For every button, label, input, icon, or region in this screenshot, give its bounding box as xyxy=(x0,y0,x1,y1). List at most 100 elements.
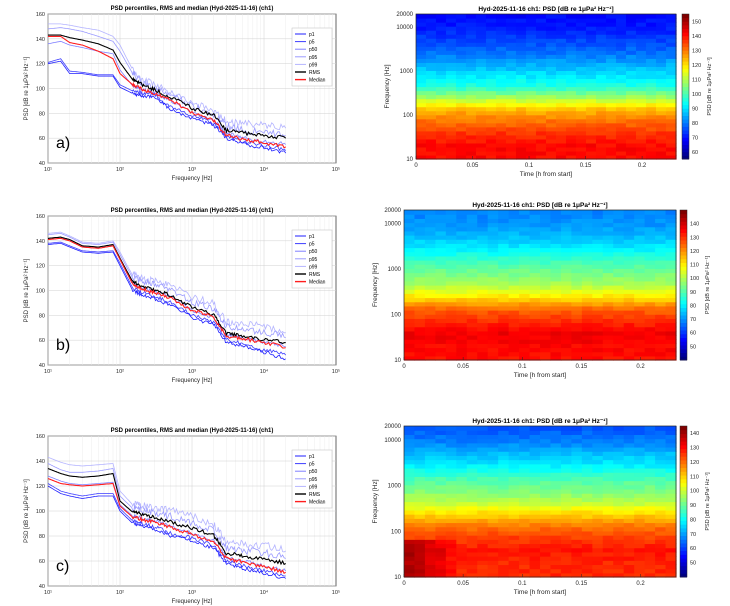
spectrogram-cell xyxy=(602,488,614,494)
spectrogram-cell xyxy=(416,130,427,136)
spectrogram-cell xyxy=(456,493,468,498)
spectrogram-cell xyxy=(487,509,499,515)
x-tick-label: 10⁴ xyxy=(260,589,269,596)
spectrogram-cell xyxy=(435,476,447,482)
spectrogram-cell xyxy=(445,335,457,340)
spectrogram-cell xyxy=(655,272,667,278)
spectrogram-cell xyxy=(613,564,625,570)
y-tick-label: 10000 xyxy=(396,25,413,31)
spectrogram-cell xyxy=(486,98,497,104)
chart-title: PSD percentiles, RMS and median (Hyd-202… xyxy=(111,428,274,434)
spectrogram-cell xyxy=(508,455,520,461)
legend-label: p99 xyxy=(309,62,318,68)
spectrogram-cell xyxy=(550,426,562,431)
spectrogram-cell xyxy=(519,543,531,549)
spectrogram-cell xyxy=(466,335,478,340)
spectrogram-cell xyxy=(477,556,489,561)
spectrogram-cell xyxy=(416,22,427,27)
spectrogram-cell xyxy=(435,501,447,507)
spectrogram-cell xyxy=(613,272,625,278)
spectrogram-cell xyxy=(477,539,489,545)
spectrogram-cell xyxy=(496,38,507,43)
spectrogram-cell xyxy=(446,138,457,144)
spectrogram-cell xyxy=(592,289,604,294)
spectrogram-cell xyxy=(436,62,447,67)
spectrogram-cell xyxy=(571,314,583,319)
spectrogram-cell xyxy=(508,572,520,578)
spectrogram-cell xyxy=(606,74,617,80)
spectrogram-cell xyxy=(550,235,562,240)
spectrogram-cell xyxy=(529,455,541,461)
spectrogram-cell xyxy=(646,22,657,27)
spectrogram-cell xyxy=(536,150,547,156)
spectrogram-cell xyxy=(445,501,457,507)
colorbar-tick-label: 120 xyxy=(692,63,701,69)
spectrogram-cell xyxy=(516,134,527,140)
spectrogram-cell xyxy=(540,535,552,540)
spectrogram-cell xyxy=(560,343,572,349)
spectrogram-cell xyxy=(414,272,426,278)
spectrogram-cell xyxy=(602,264,614,269)
spectrogram-cell xyxy=(445,535,457,540)
spectrogram-cell xyxy=(487,255,499,261)
spectrogram-cell xyxy=(519,210,531,215)
spectrogram-cell xyxy=(576,86,587,92)
spectrogram-cell xyxy=(634,467,646,473)
spectrogram-cell xyxy=(665,222,677,228)
spectrogram-cell xyxy=(636,98,647,104)
spectrogram-cell xyxy=(506,30,517,35)
spectrogram-cell xyxy=(626,38,637,43)
spectrogram-cell xyxy=(586,146,597,152)
spectrogram-cell xyxy=(466,86,477,92)
spectrogram-cell xyxy=(456,505,468,511)
spectrogram-cell xyxy=(477,343,489,349)
spectrogram-cell xyxy=(623,297,635,303)
spectrogram-cell xyxy=(586,62,597,67)
spectrogram-cell xyxy=(426,122,437,128)
spectrogram-cell xyxy=(508,339,520,344)
spectrogram-cell xyxy=(404,426,416,431)
spectrogram-cell xyxy=(623,551,635,557)
spectrogram-cell xyxy=(540,430,552,435)
spectrogram-cell xyxy=(613,280,625,286)
spectrogram-cell xyxy=(576,122,587,128)
spectrogram-cell xyxy=(516,78,527,84)
spectrogram-cell xyxy=(665,455,677,461)
spectrogram-cell xyxy=(456,154,467,160)
spectrogram-cell xyxy=(486,142,497,148)
spectrogram-cell xyxy=(508,530,520,536)
spectrogram-cell xyxy=(616,18,627,23)
spectrogram-cell xyxy=(508,467,520,473)
spectrogram-cell xyxy=(526,70,537,76)
spectrogram-cell xyxy=(404,509,416,515)
spectrogram-cell xyxy=(424,235,436,240)
spectrogram-cell xyxy=(571,351,583,357)
spectrogram-cell xyxy=(566,82,577,88)
spectrogram-cell xyxy=(498,484,510,490)
spectrogram-cell xyxy=(646,58,657,63)
spectrogram-cell xyxy=(616,78,627,84)
colorbar-cell xyxy=(680,437,687,442)
spectrogram-cell xyxy=(496,102,507,108)
spectrogram-cell xyxy=(414,326,426,332)
spectrogram-cell xyxy=(487,451,499,456)
spectrogram-cell xyxy=(623,335,635,340)
spectrogram-cell xyxy=(435,343,447,349)
spectrogram-cell xyxy=(529,251,541,257)
spectrogram-cell xyxy=(477,230,489,236)
spectrogram-cell xyxy=(486,134,497,140)
spectrogram-cell xyxy=(486,66,497,71)
spectrogram-cell xyxy=(508,214,520,219)
spectrogram-cell xyxy=(540,467,552,473)
spectrogram-cell xyxy=(665,355,677,361)
spectrogram-cell xyxy=(666,18,677,23)
spectrogram-cell xyxy=(424,351,436,357)
spectrogram-cell xyxy=(560,572,572,578)
y-tick-label: 120 xyxy=(36,484,45,490)
spectrogram-cell xyxy=(592,347,604,353)
spectrogram-cell xyxy=(424,214,436,219)
spectrogram-cell xyxy=(486,42,497,47)
spectrogram-cell xyxy=(634,514,646,519)
x-tick-label: 0.05 xyxy=(457,581,469,587)
spectrogram-cell xyxy=(426,98,437,104)
